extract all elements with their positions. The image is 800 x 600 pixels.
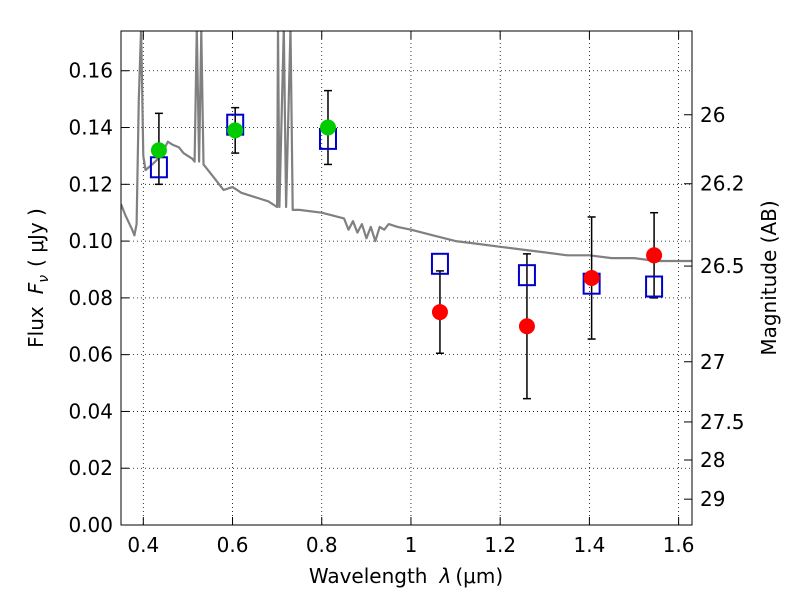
model-band-square	[645, 275, 664, 298]
observed-flux-point	[646, 247, 663, 264]
right-tick-label: 27	[700, 350, 725, 374]
y-tick-label: 0.04	[68, 399, 113, 423]
ticks	[121, 31, 692, 526]
x-tick-label: 1.6	[663, 533, 695, 557]
model-band-square	[430, 252, 449, 275]
y-tick-label: 0.08	[68, 286, 113, 310]
right-tick-label: 26.2	[700, 172, 745, 196]
observed-flux-point	[431, 304, 448, 321]
model-band-square	[517, 264, 536, 287]
tick-labels: 0.4 0.6 0.8 1 1.2 1.4 1.6 0.00 0.02 0.04 0.06 0.08 0…	[68, 59, 744, 557]
x-axis-label: Wavelength λ (μm)	[309, 564, 503, 588]
x-tick-label: 0.6	[217, 533, 249, 557]
x-tick-label: 1.2	[484, 533, 516, 557]
plot-data	[121, 31, 692, 400]
y-tick-label: 0.02	[68, 456, 113, 480]
x-tick-label: 1.4	[573, 533, 605, 557]
right-tick-label: 27.5	[700, 410, 745, 434]
x-tick-label: 1	[405, 533, 418, 557]
observed-flux-point	[150, 142, 167, 159]
right-tick-label: 29	[700, 487, 725, 511]
x-tick-label: 0.8	[306, 533, 338, 557]
observed-flux-point	[319, 119, 336, 136]
y-axis-label: FluxFν( μJy )	[24, 208, 52, 348]
y-tick-label: 0.14	[68, 116, 113, 140]
y-tick-label: 0.10	[68, 229, 113, 253]
observed-flux-point	[583, 270, 600, 286]
right-tick-label: 26	[700, 103, 725, 127]
y-tick-label: 0.00	[68, 513, 113, 537]
observed-flux-point	[227, 122, 244, 139]
y-tick-label: 0.12	[68, 172, 113, 196]
x-tick-label: 0.4	[127, 533, 159, 557]
y-tick-label: 0.16	[68, 59, 113, 83]
model-spectrum-line	[121, 31, 692, 263]
y-tick-label: 0.06	[68, 343, 113, 367]
right-tick-label: 28	[700, 448, 725, 472]
right-axis-label: Magnitude (AB)	[757, 200, 781, 355]
observed-flux-point	[518, 318, 535, 335]
plot-frame	[120, 30, 693, 526]
right-tick-label: 26.5	[700, 254, 745, 278]
